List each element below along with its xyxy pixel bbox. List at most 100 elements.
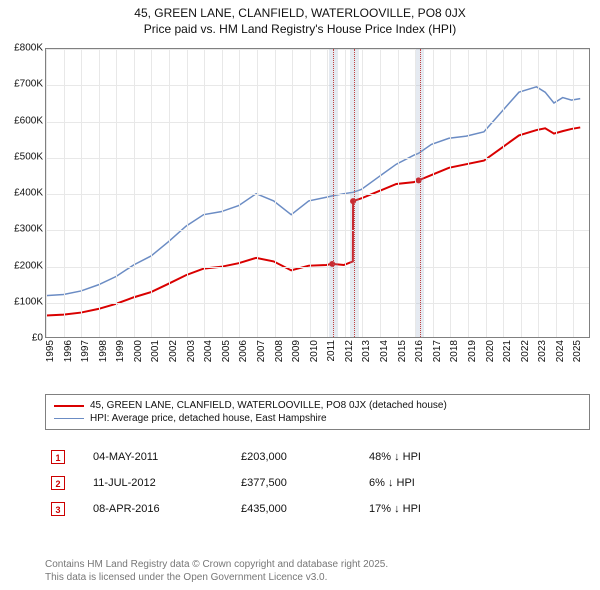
y-tick-label: £100K <box>14 296 43 307</box>
sales-table: 1 04-MAY-2011 £203,000 48% ↓ HPI 2 11-JUL-201… <box>45 444 590 522</box>
sale-row-date: 08-APR-2016 <box>93 503 223 515</box>
sale-marker-line <box>420 49 421 337</box>
sale-row-number: 2 <box>51 476 65 490</box>
y-tick-label: £600K <box>14 115 43 126</box>
sale-row-price: £377,500 <box>241 477 351 489</box>
x-tick-label: 2022 <box>520 340 531 362</box>
x-tick-label: 2013 <box>361 340 372 362</box>
grid-line-v <box>81 49 82 337</box>
x-tick-label: 1996 <box>63 340 74 362</box>
sale-row: 1 04-MAY-2011 £203,000 48% ↓ HPI <box>45 444 590 470</box>
x-tick-label: 2012 <box>344 340 355 362</box>
x-tick-label: 2000 <box>133 340 144 362</box>
legend-label: 45, GREEN LANE, CLANFIELD, WATERLOOVILLE… <box>90 400 447 411</box>
x-tick-label: 2001 <box>150 340 161 362</box>
x-tick-label: 2017 <box>432 340 443 362</box>
x-tick-label: 2016 <box>414 340 425 362</box>
y-tick-label: £500K <box>14 151 43 162</box>
grid-line-h <box>46 303 589 304</box>
grid-line-v <box>222 49 223 337</box>
grid-line-v <box>204 49 205 337</box>
grid-line-v <box>521 49 522 337</box>
y-tick-label: £800K <box>14 43 43 54</box>
grid-line-v <box>116 49 117 337</box>
grid-line-h <box>46 122 589 123</box>
grid-line-h <box>46 230 589 231</box>
x-tick-label: 2006 <box>238 340 249 362</box>
grid-line-v <box>292 49 293 337</box>
chart-plot-area: 123 <box>45 48 590 338</box>
sale-row: 3 08-APR-2016 £435,000 17% ↓ HPI <box>45 496 590 522</box>
sale-row-diff: 48% ↓ HPI <box>369 451 509 463</box>
chart-title: 45, GREEN LANE, CLANFIELD, WATERLOOVILLE… <box>0 0 600 37</box>
series-property <box>46 127 580 315</box>
series-hpi <box>46 87 580 296</box>
legend-row: 45, GREEN LANE, CLANFIELD, WATERLOOVILLE… <box>54 399 581 412</box>
grid-line-v <box>362 49 363 337</box>
grid-line-h <box>46 49 589 50</box>
legend-swatch <box>54 405 84 407</box>
x-tick-label: 1995 <box>45 340 56 362</box>
grid-line-v <box>486 49 487 337</box>
sale-row-diff: 6% ↓ HPI <box>369 477 509 489</box>
grid-line-v <box>310 49 311 337</box>
x-tick-label: 1999 <box>115 340 126 362</box>
legend: 45, GREEN LANE, CLANFIELD, WATERLOOVILLE… <box>45 394 590 430</box>
legend-swatch <box>54 418 84 419</box>
grid-line-v <box>99 49 100 337</box>
grid-line-v <box>398 49 399 337</box>
sale-row-price: £435,000 <box>241 503 351 515</box>
sale-row-date: 11-JUL-2012 <box>93 477 223 489</box>
grid-line-v <box>450 49 451 337</box>
x-tick-label: 2021 <box>502 340 513 362</box>
x-tick-label: 2020 <box>485 340 496 362</box>
grid-line-v <box>151 49 152 337</box>
y-tick-label: £300K <box>14 224 43 235</box>
x-tick-label: 2009 <box>291 340 302 362</box>
sale-row-price: £203,000 <box>241 451 351 463</box>
title-line1: 45, GREEN LANE, CLANFIELD, WATERLOOVILLE… <box>0 6 600 22</box>
sale-row-number: 3 <box>51 502 65 516</box>
x-axis: 1995199619971998199920002001200220032004… <box>45 338 590 386</box>
sale-marker-line <box>354 49 355 337</box>
sale-row-diff: 17% ↓ HPI <box>369 503 509 515</box>
grid-line-v <box>239 49 240 337</box>
x-tick-label: 2019 <box>467 340 478 362</box>
plot-svg <box>46 49 589 337</box>
sale-row-date: 04-MAY-2011 <box>93 451 223 463</box>
grid-line-v <box>257 49 258 337</box>
x-tick-label: 2002 <box>168 340 179 362</box>
x-tick-label: 2004 <box>203 340 214 362</box>
grid-line-v <box>275 49 276 337</box>
grid-line-v <box>433 49 434 337</box>
grid-line-v <box>46 49 47 337</box>
legend-label: HPI: Average price, detached house, East… <box>90 413 327 424</box>
sale-marker-line <box>333 49 334 337</box>
y-tick-label: £200K <box>14 260 43 271</box>
sale-row: 2 11-JUL-2012 £377,500 6% ↓ HPI <box>45 470 590 496</box>
x-tick-label: 2014 <box>379 340 390 362</box>
grid-line-v <box>345 49 346 337</box>
y-tick-label: £400K <box>14 188 43 199</box>
title-line2: Price paid vs. HM Land Registry's House … <box>0 22 600 38</box>
x-tick-label: 2015 <box>397 340 408 362</box>
grid-line-v <box>556 49 557 337</box>
grid-line-v <box>134 49 135 337</box>
grid-line-v <box>169 49 170 337</box>
grid-line-v <box>64 49 65 337</box>
x-tick-label: 2018 <box>449 340 460 362</box>
grid-line-v <box>468 49 469 337</box>
x-tick-label: 2024 <box>555 340 566 362</box>
x-tick-label: 2025 <box>572 340 583 362</box>
grid-line-v <box>503 49 504 337</box>
legend-row: HPI: Average price, detached house, East… <box>54 412 581 425</box>
x-tick-label: 2005 <box>221 340 232 362</box>
y-tick-label: £700K <box>14 79 43 90</box>
footer-line1: Contains HM Land Registry data © Crown c… <box>45 558 388 571</box>
x-tick-label: 2008 <box>274 340 285 362</box>
grid-line-h <box>46 267 589 268</box>
grid-line-h <box>46 158 589 159</box>
sale-row-number: 1 <box>51 450 65 464</box>
x-tick-label: 2003 <box>186 340 197 362</box>
grid-line-h <box>46 194 589 195</box>
